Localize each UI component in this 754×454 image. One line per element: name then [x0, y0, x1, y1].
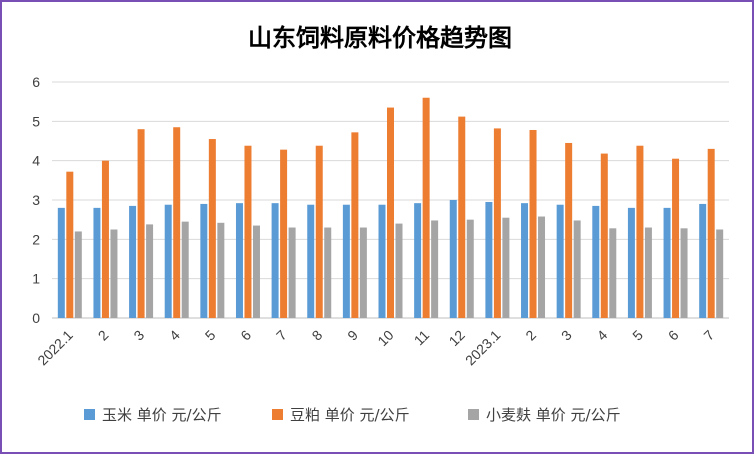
bar-series-2 [74, 231, 82, 318]
x-tick-label: 7 [700, 327, 717, 344]
bar-series-0 [627, 207, 635, 318]
bar-series-2 [217, 222, 225, 318]
bar-series-2 [716, 229, 724, 318]
bar-series-2 [181, 221, 189, 318]
bar-series-0 [485, 201, 493, 318]
bar-series-2 [395, 223, 403, 318]
bar-series-1 [458, 116, 466, 318]
x-tick-label: 6 [237, 327, 254, 344]
bar-series-2 [538, 216, 546, 318]
bar-series-1 [351, 132, 359, 318]
bar-series-1 [600, 153, 608, 318]
y-tick-label: 2 [32, 231, 40, 247]
bar-series-2 [252, 225, 260, 318]
bar-series-1 [707, 148, 715, 318]
bar-series-1 [672, 158, 680, 318]
bar-series-2 [431, 220, 439, 318]
y-tick-label: 0 [32, 310, 40, 326]
bar-series-2 [110, 229, 118, 318]
bar-series-1 [66, 171, 74, 318]
bar-series-0 [307, 204, 315, 318]
bar-series-0 [592, 205, 600, 318]
bar-series-0 [164, 204, 172, 318]
y-tick-label: 4 [32, 153, 40, 169]
x-tick-label: 10 [374, 327, 396, 349]
bar-series-2 [573, 220, 581, 318]
bar-series-1 [387, 107, 394, 318]
legend-label-1: 豆粕 单价 元/公斤 [290, 406, 410, 424]
x-tick-label: 9 [344, 327, 361, 344]
bar-series-2 [502, 217, 510, 318]
bar-series-0 [414, 203, 422, 318]
chart-title: 山东饲料原料价格趋势图 [248, 24, 512, 52]
y-tick-label: 5 [32, 113, 40, 129]
bar-series-0 [129, 205, 137, 318]
bar-series-1 [173, 127, 181, 318]
bar-series-0 [663, 207, 671, 318]
bar-series-0 [521, 203, 529, 318]
y-tick-label: 6 [32, 74, 40, 90]
bar-series-0 [378, 204, 386, 318]
bar-series-1 [280, 149, 288, 318]
x-tick-label: 2 [95, 327, 112, 344]
bar-series-2 [466, 219, 474, 318]
x-tick-label: 3 [558, 327, 575, 344]
legend-swatch-1 [272, 409, 283, 420]
bar-series-1 [137, 129, 145, 318]
bar-series-1 [244, 145, 252, 318]
bar-series-0 [342, 204, 350, 318]
x-tick-label: 2023.1 [462, 327, 504, 369]
x-tick-label: 5 [202, 327, 219, 344]
x-tick-label: 8 [309, 327, 326, 344]
bars [57, 97, 724, 318]
legend-swatch-0 [84, 409, 95, 420]
x-tick-label: 12 [446, 327, 468, 349]
bar-series-0 [556, 204, 564, 318]
legend-label-2: 小麦麸 单价 元/公斤 [486, 406, 621, 424]
bar-series-0 [93, 207, 101, 318]
x-tick-label: 4 [166, 327, 183, 344]
bar-series-2 [359, 227, 367, 318]
y-axis-ticks: 0 1 2 3 4 5 6 [32, 74, 40, 326]
legend-label-0: 玉米 单价 元/公斤 [102, 406, 222, 424]
bar-series-2 [288, 227, 296, 318]
x-tick-label: 3 [130, 327, 147, 344]
bar-series-1 [565, 142, 573, 318]
x-tick-label: 6 [665, 327, 682, 344]
x-tick-label: 4 [594, 327, 611, 344]
x-tick-label: 2 [522, 327, 539, 344]
bar-series-1 [101, 160, 109, 318]
bar-series-0 [200, 203, 208, 318]
bar-series-2 [146, 224, 154, 318]
bar-series-0 [57, 207, 65, 318]
y-tick-label: 3 [32, 192, 40, 208]
y-tick-label: 1 [32, 271, 40, 287]
bar-series-1 [529, 129, 537, 318]
bar-series-2 [680, 228, 688, 318]
x-tick-label: 7 [273, 327, 290, 344]
bar-series-0 [235, 203, 243, 318]
x-tick-label: 11 [411, 327, 433, 349]
legend: 玉米 单价 元/公斤 豆粕 单价 元/公斤 小麦麸 单价 元/公斤 [84, 406, 621, 424]
x-tick-label: 5 [629, 327, 646, 344]
bar-series-0 [449, 200, 457, 318]
bar-series-0 [699, 203, 707, 318]
x-tick-label: 2022.1 [34, 327, 76, 369]
bar-series-2 [609, 228, 617, 318]
legend-swatch-2 [468, 409, 479, 420]
bar-series-0 [271, 203, 279, 318]
bar-series-1 [422, 97, 430, 318]
bar-series-2 [644, 227, 652, 318]
bar-series-2 [324, 227, 332, 318]
bar-series-1 [315, 145, 323, 318]
bar-series-1 [636, 145, 644, 318]
bar-series-1 [493, 128, 501, 318]
bar-series-1 [208, 139, 216, 318]
